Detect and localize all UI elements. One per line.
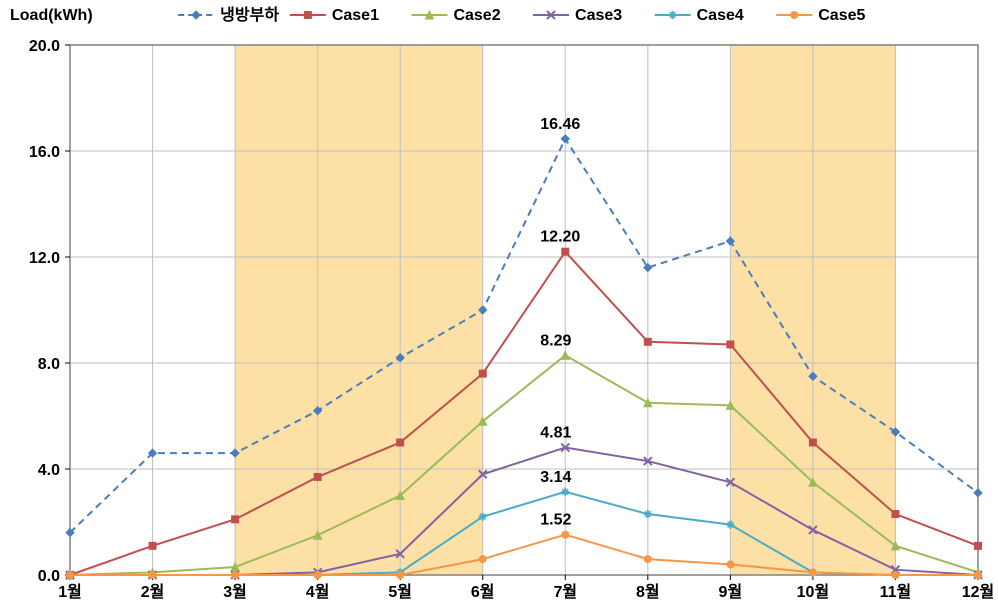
y-axis-title: Load(kWh) — [10, 7, 93, 24]
y-tick-label: 4.0 — [38, 462, 60, 479]
x-tick-label: 2월 — [141, 583, 165, 601]
load-chart: 0.0 4.0 8.0 12.0 16.0 20.0 1월 2월 3월 4월 5월 6월 7월 8월 9월 1… — [0, 0, 998, 612]
x-tick-label: 7월 — [553, 583, 577, 601]
legend-label: Case1 — [332, 7, 379, 24]
x-tick-label: 8월 — [636, 583, 660, 601]
x-tick-label: 1월 — [58, 583, 82, 601]
x-tick-label: 3월 — [223, 583, 247, 601]
y-tick-label: 8.0 — [38, 356, 60, 373]
legend-label: Case5 — [818, 7, 865, 24]
x-tick-label: 4월 — [306, 583, 330, 601]
legend-label: 냉방부하 — [220, 6, 279, 24]
data-label: 12.20 — [540, 229, 580, 246]
legend-label: Case3 — [575, 7, 622, 24]
y-tick-label: 12.0 — [29, 250, 60, 267]
data-label: 1.52 — [540, 512, 571, 529]
highlight-band — [235, 45, 483, 575]
data-label: 16.46 — [540, 116, 580, 133]
legend-label: Case4 — [697, 7, 744, 24]
x-tick-label: 5월 — [388, 583, 412, 601]
chart-svg: 0.0 4.0 8.0 12.0 16.0 20.0 1월 2월 3월 4월 5월 6월 7월 8월 9월 1… — [0, 0, 998, 612]
data-label: 3.14 — [540, 469, 571, 486]
y-tick-label: 20.0 — [29, 38, 60, 55]
x-tick-label: 12월 — [962, 583, 995, 601]
x-tick-label: 11월 — [880, 583, 912, 601]
x-tick-label: 10월 — [797, 583, 830, 601]
legend-label: Case2 — [453, 7, 500, 24]
x-tick-label: 6월 — [471, 583, 495, 601]
y-tick-label: 16.0 — [29, 144, 60, 161]
x-tick-label: 9월 — [719, 583, 743, 601]
data-label: 8.29 — [540, 332, 571, 349]
y-tick-label: 0.0 — [38, 568, 60, 585]
data-label: 4.81 — [540, 425, 571, 442]
